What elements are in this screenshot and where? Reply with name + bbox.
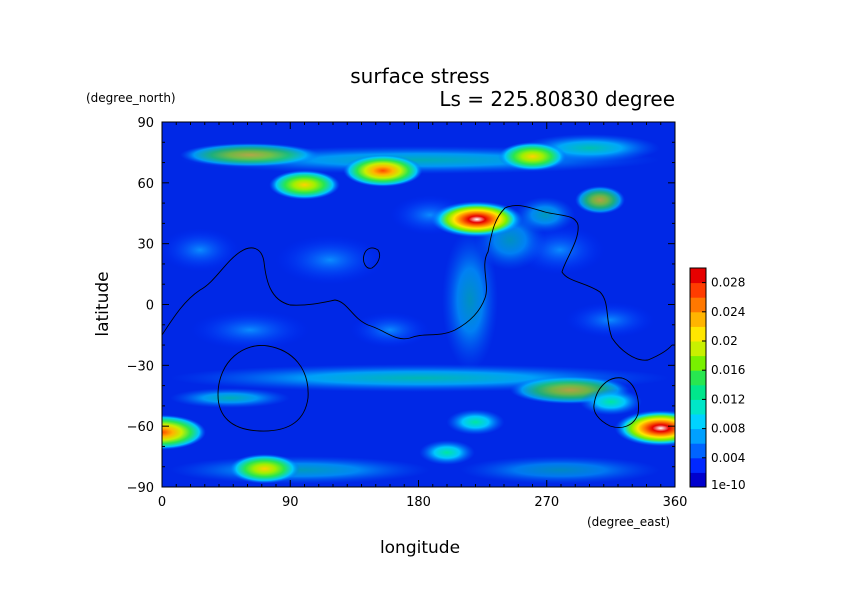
x-tick-label: 360 xyxy=(663,495,688,510)
x-axis-label: longitude xyxy=(380,538,460,558)
y-unit-label: (degree_north) xyxy=(86,91,176,105)
hotspot-0 xyxy=(343,154,423,187)
colorbar-segment xyxy=(690,428,706,444)
colorbar-tick-label: 0.012 xyxy=(711,392,745,406)
colorbar-tick-label: 0.02 xyxy=(711,334,738,348)
chart-title: surface stress xyxy=(350,64,489,88)
x-tick-label: 270 xyxy=(534,495,559,510)
colorbar-tick-label: 0.008 xyxy=(711,422,745,436)
colorbar-frame xyxy=(689,267,707,488)
coastline-contours xyxy=(162,205,673,432)
colorbar-segment xyxy=(690,326,706,342)
hotspot-layer xyxy=(162,142,675,484)
x-tick-label: 90 xyxy=(282,495,299,510)
hotspot-7 xyxy=(419,440,475,465)
y-axis-label: latitude xyxy=(93,271,113,336)
hotspot-6 xyxy=(229,454,300,484)
y-tick-label: 90 xyxy=(137,116,154,131)
contour-east-basin xyxy=(593,377,639,428)
chart-subtitle: Ls = 225.80830 degree xyxy=(439,87,675,111)
colorbar-tick-label: 1e-10 xyxy=(711,478,746,492)
colorbar-tick-label: 0.016 xyxy=(711,363,745,377)
y-tick-label: 60 xyxy=(137,177,154,192)
y-tick-label: −90 xyxy=(127,481,154,496)
colorbar-segment xyxy=(690,355,706,371)
y-axis: 90 60 30 0 −30 −60 −90 xyxy=(127,116,675,496)
heatmap-field xyxy=(162,122,675,487)
y-tick-label: 0 xyxy=(146,299,154,314)
x-tick-label: 180 xyxy=(406,495,431,510)
colorbar-segment xyxy=(690,399,706,415)
colorbar-segment xyxy=(690,282,706,298)
x-unit-label: (degree_east) xyxy=(587,515,670,529)
colorbar-segment xyxy=(690,443,706,459)
colorbar-segment xyxy=(690,341,706,357)
colorbar-tick-label: 0.004 xyxy=(711,451,745,465)
colorbar-tick-label: 0.024 xyxy=(711,305,745,319)
contour-small-north xyxy=(363,247,381,269)
colorbar-segment xyxy=(690,311,706,327)
colorbar-tick-label: 0.028 xyxy=(711,276,745,290)
colorbar-segment xyxy=(690,414,706,430)
colorbar-segment xyxy=(690,384,706,400)
hotspot-3 xyxy=(430,201,523,238)
colorbar-segment xyxy=(690,268,706,284)
hotspot-1 xyxy=(498,142,567,171)
hotspot-8 xyxy=(579,388,642,416)
x-tick-label: 0 xyxy=(158,495,166,510)
hotspot-5 xyxy=(162,414,206,450)
hotspot-2 xyxy=(269,170,340,200)
hotspot-4 xyxy=(614,410,675,447)
colorbar-segment xyxy=(690,472,706,488)
y-tick-label: 30 xyxy=(137,238,154,253)
contour-west-basin xyxy=(217,345,309,432)
hotspot-9 xyxy=(446,409,505,435)
x-axis: 0 90 180 270 360 xyxy=(158,122,688,510)
y-tick-label: −30 xyxy=(127,359,154,374)
colorbar-segment xyxy=(690,457,706,473)
contour-main xyxy=(162,205,673,361)
colorbar-segment xyxy=(690,297,706,313)
y-tick-label: −60 xyxy=(127,420,154,435)
colorbar-segment xyxy=(690,370,706,386)
colorbar: 0.028 0.024 0.02 0.016 0.012 0.008 0.004 1e-10 xyxy=(689,267,746,492)
